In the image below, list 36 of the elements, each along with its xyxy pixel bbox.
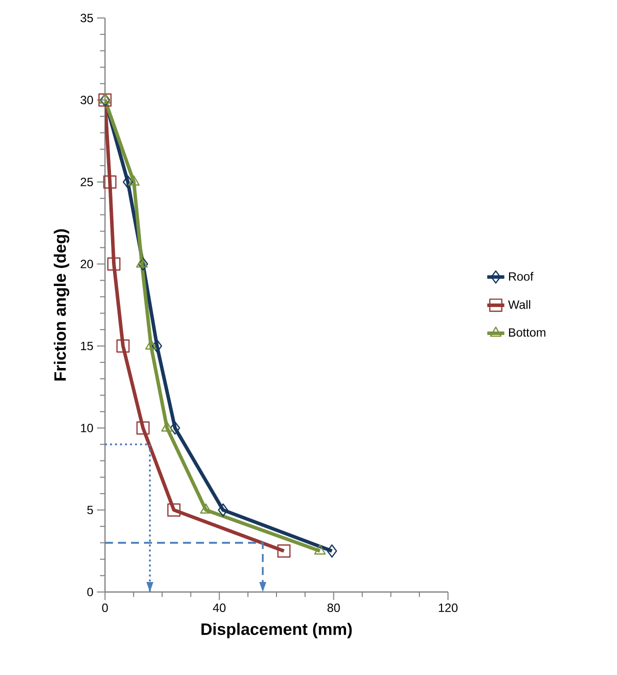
x-tick-label: 120 (438, 604, 458, 612)
point (122, 175, 133, 189)
point (103, 175, 116, 189)
point (128, 175, 140, 186)
y-tick-label: 25 (80, 178, 93, 186)
point (277, 544, 291, 558)
legend-label: Roof (509, 272, 534, 281)
y-tick-label: 35 (80, 14, 93, 22)
point (200, 503, 212, 514)
x-tick-label: 40 (212, 604, 226, 612)
point (107, 257, 120, 271)
y-tick-label: 15 (81, 342, 93, 350)
x-axis-title: Displacement (mm) (201, 622, 352, 638)
y-axis-title: Friction angle (deg) (54, 229, 70, 380)
legend-label: Wall (508, 300, 530, 309)
x-tick-label: 80 (328, 604, 340, 612)
point (152, 339, 162, 353)
x-tick-label: 0 (102, 604, 108, 612)
legend-label: Bottom (509, 328, 546, 337)
y-tick-label: 20 (80, 260, 93, 268)
point (170, 421, 180, 435)
point (326, 544, 338, 558)
point (138, 257, 148, 271)
point (136, 421, 150, 435)
point (145, 339, 157, 350)
point (116, 339, 130, 353)
point (161, 421, 173, 432)
point (218, 503, 228, 517)
point (314, 544, 326, 555)
point (99, 93, 111, 104)
y-tick-label: 30 (80, 96, 93, 104)
y-tick-label: 10 (81, 424, 93, 432)
y-tick-label: 5 (87, 506, 93, 514)
y-tick-label: 0 (87, 588, 93, 596)
point (167, 503, 180, 517)
point (136, 257, 148, 268)
